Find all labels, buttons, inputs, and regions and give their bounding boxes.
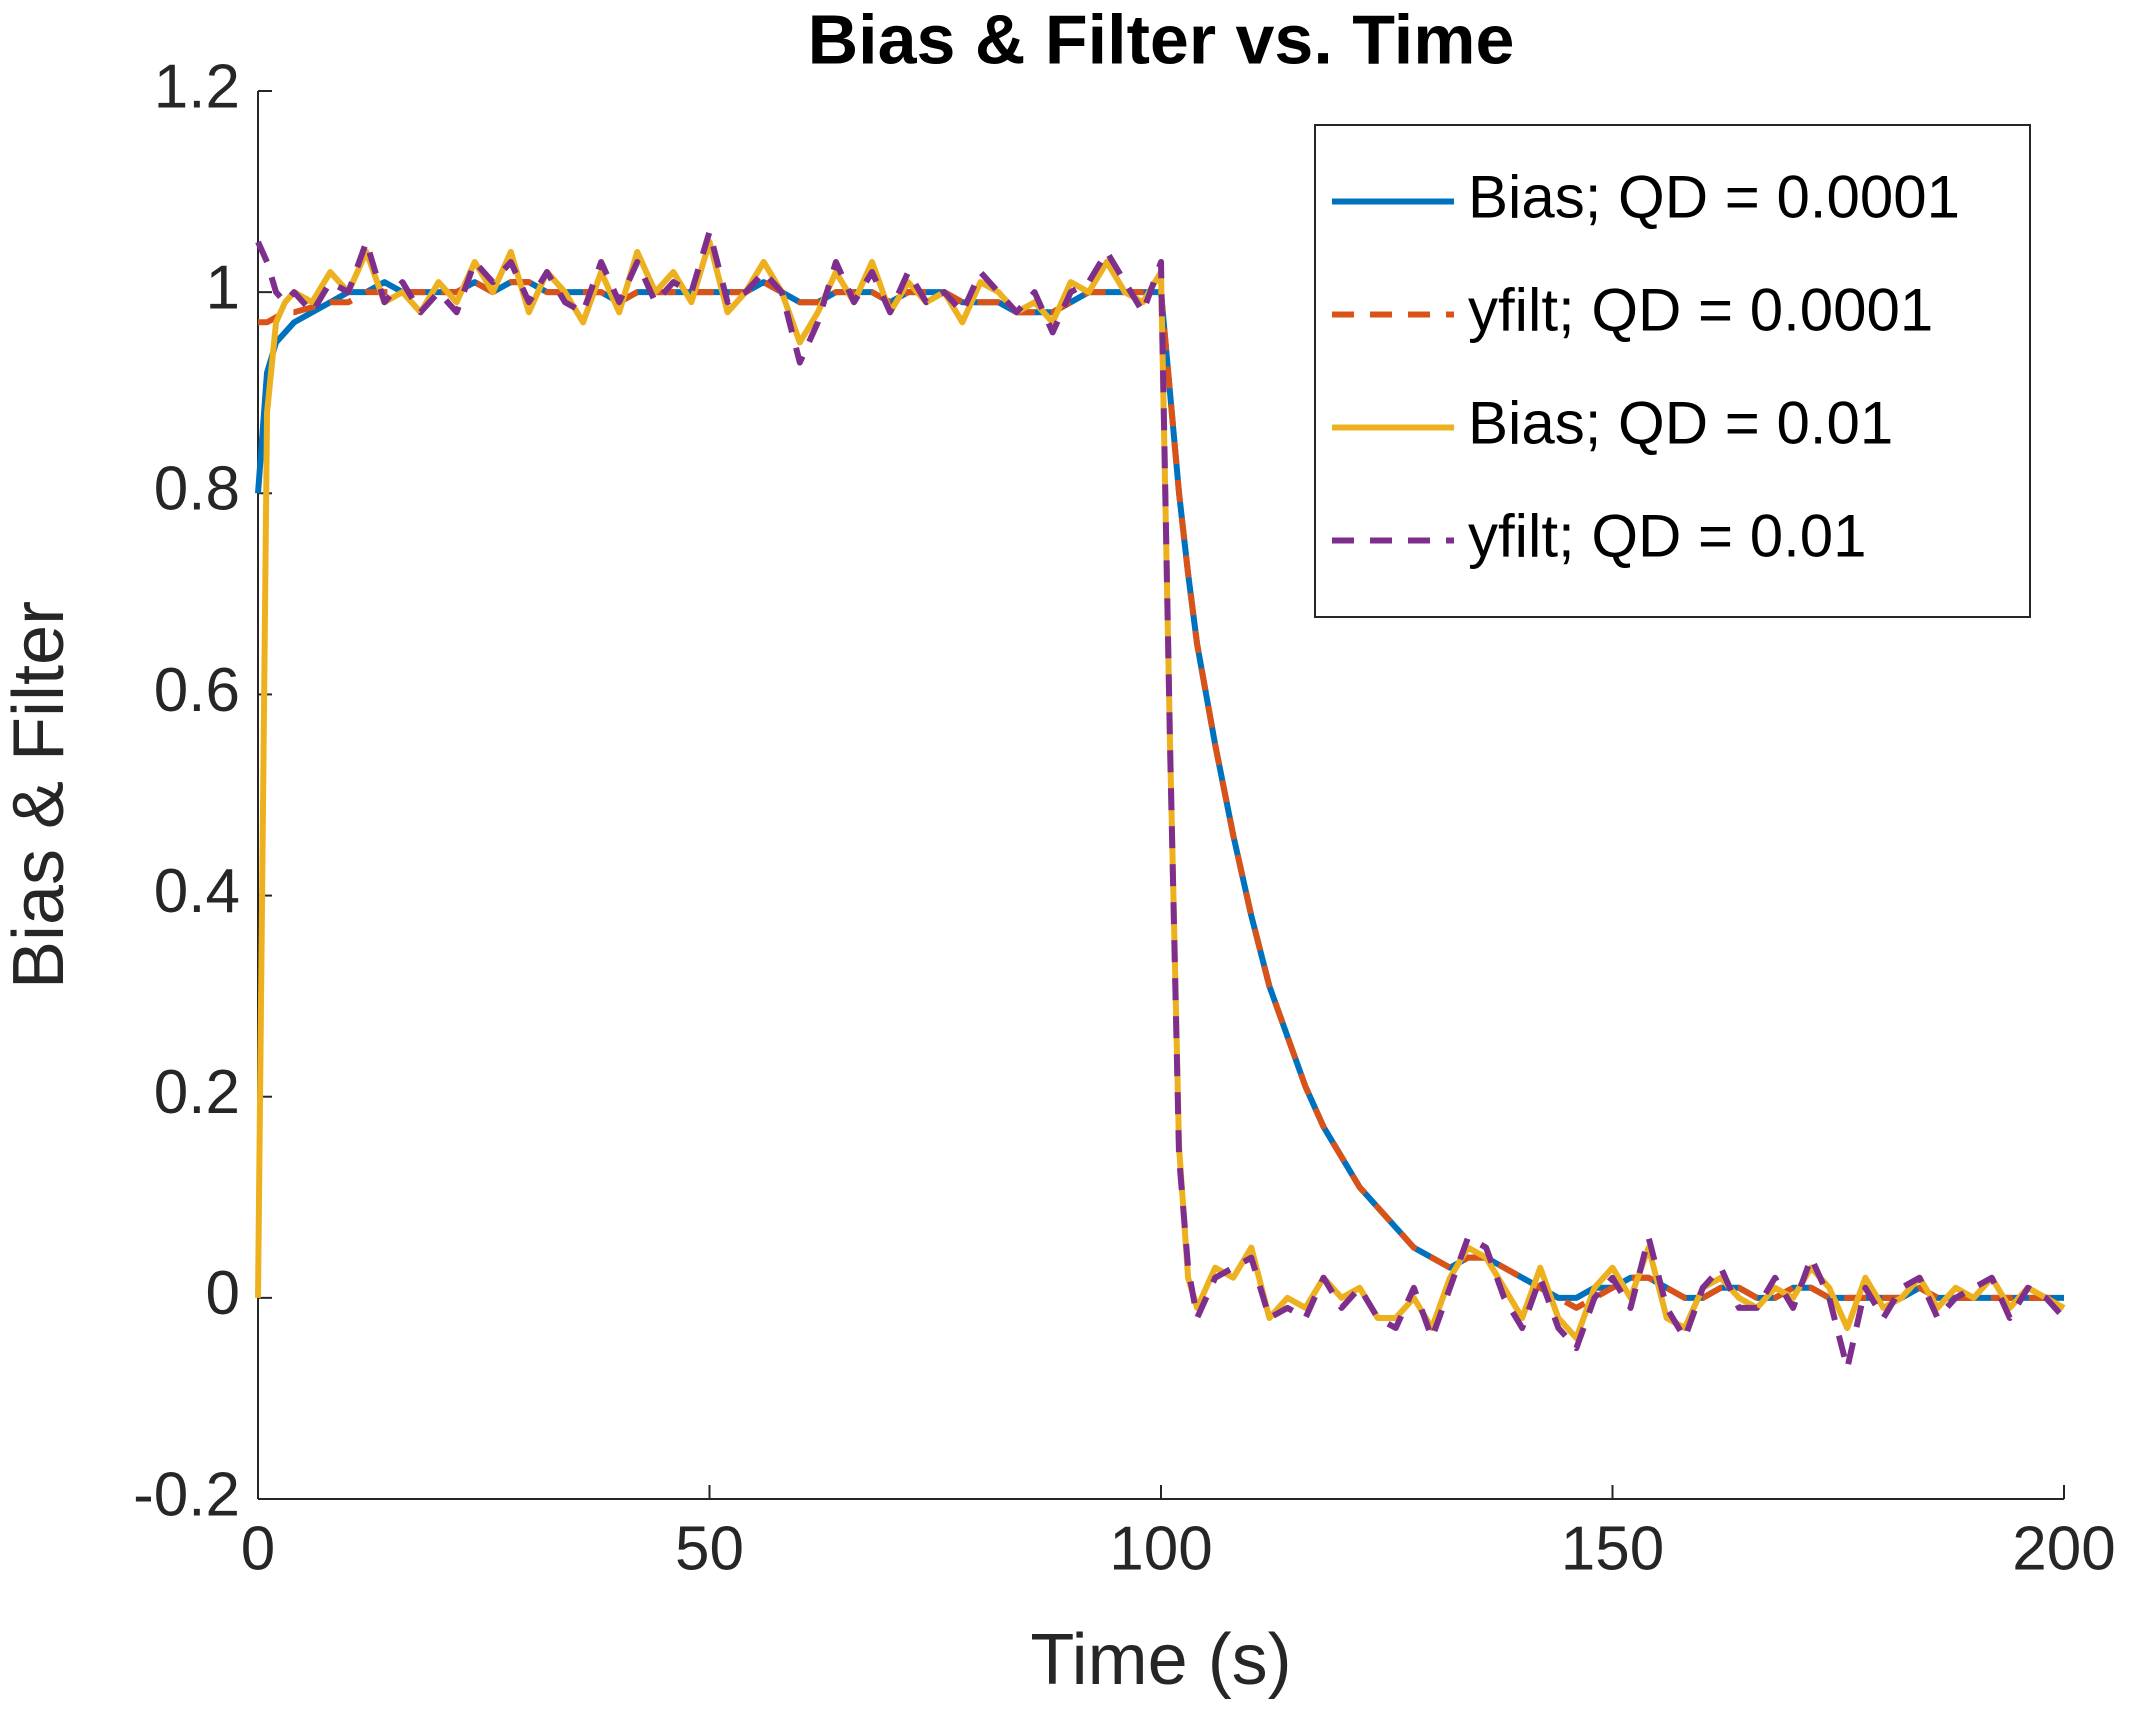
y-tick-label: 1 [206,254,240,323]
y-tick-label: 0.8 [154,455,240,524]
chart-title: Bias & Filter vs. Time [808,0,1515,78]
legend-label: yfilt; QD = 0.01 [1468,502,1867,569]
x-axis-label: Time (s) [1030,1620,1291,1700]
y-axis-label: Bias & Filter [0,601,79,989]
x-tick-label: 0 [241,1514,275,1583]
y-tick-label: 0.4 [154,857,240,926]
data-line [255,228,2067,1372]
y-tick-label: 0 [206,1259,240,1328]
legend-label: Bias; QD = 0.01 [1468,389,1893,456]
x-tick-label: 200 [2012,1514,2115,1583]
y-tick-label: -0.2 [133,1460,240,1529]
legend-label: yfilt; QD = 0.0001 [1468,276,1933,343]
y-tick-label: 0.6 [154,656,240,725]
legend: Bias; QD = 0.0001 yfilt; QD = 0.0001 Bias;… [1314,124,2031,618]
x-tick-label: 100 [1109,1514,1212,1583]
legend-box [1314,124,2031,618]
x-tick-label: 50 [675,1514,744,1583]
y-tick-label: 0.2 [154,1058,240,1127]
legend-label: Bias; QD = 0.0001 [1468,163,1960,230]
x-tick-label: 150 [1561,1514,1664,1583]
y-tick-label: 1.2 [154,52,240,121]
